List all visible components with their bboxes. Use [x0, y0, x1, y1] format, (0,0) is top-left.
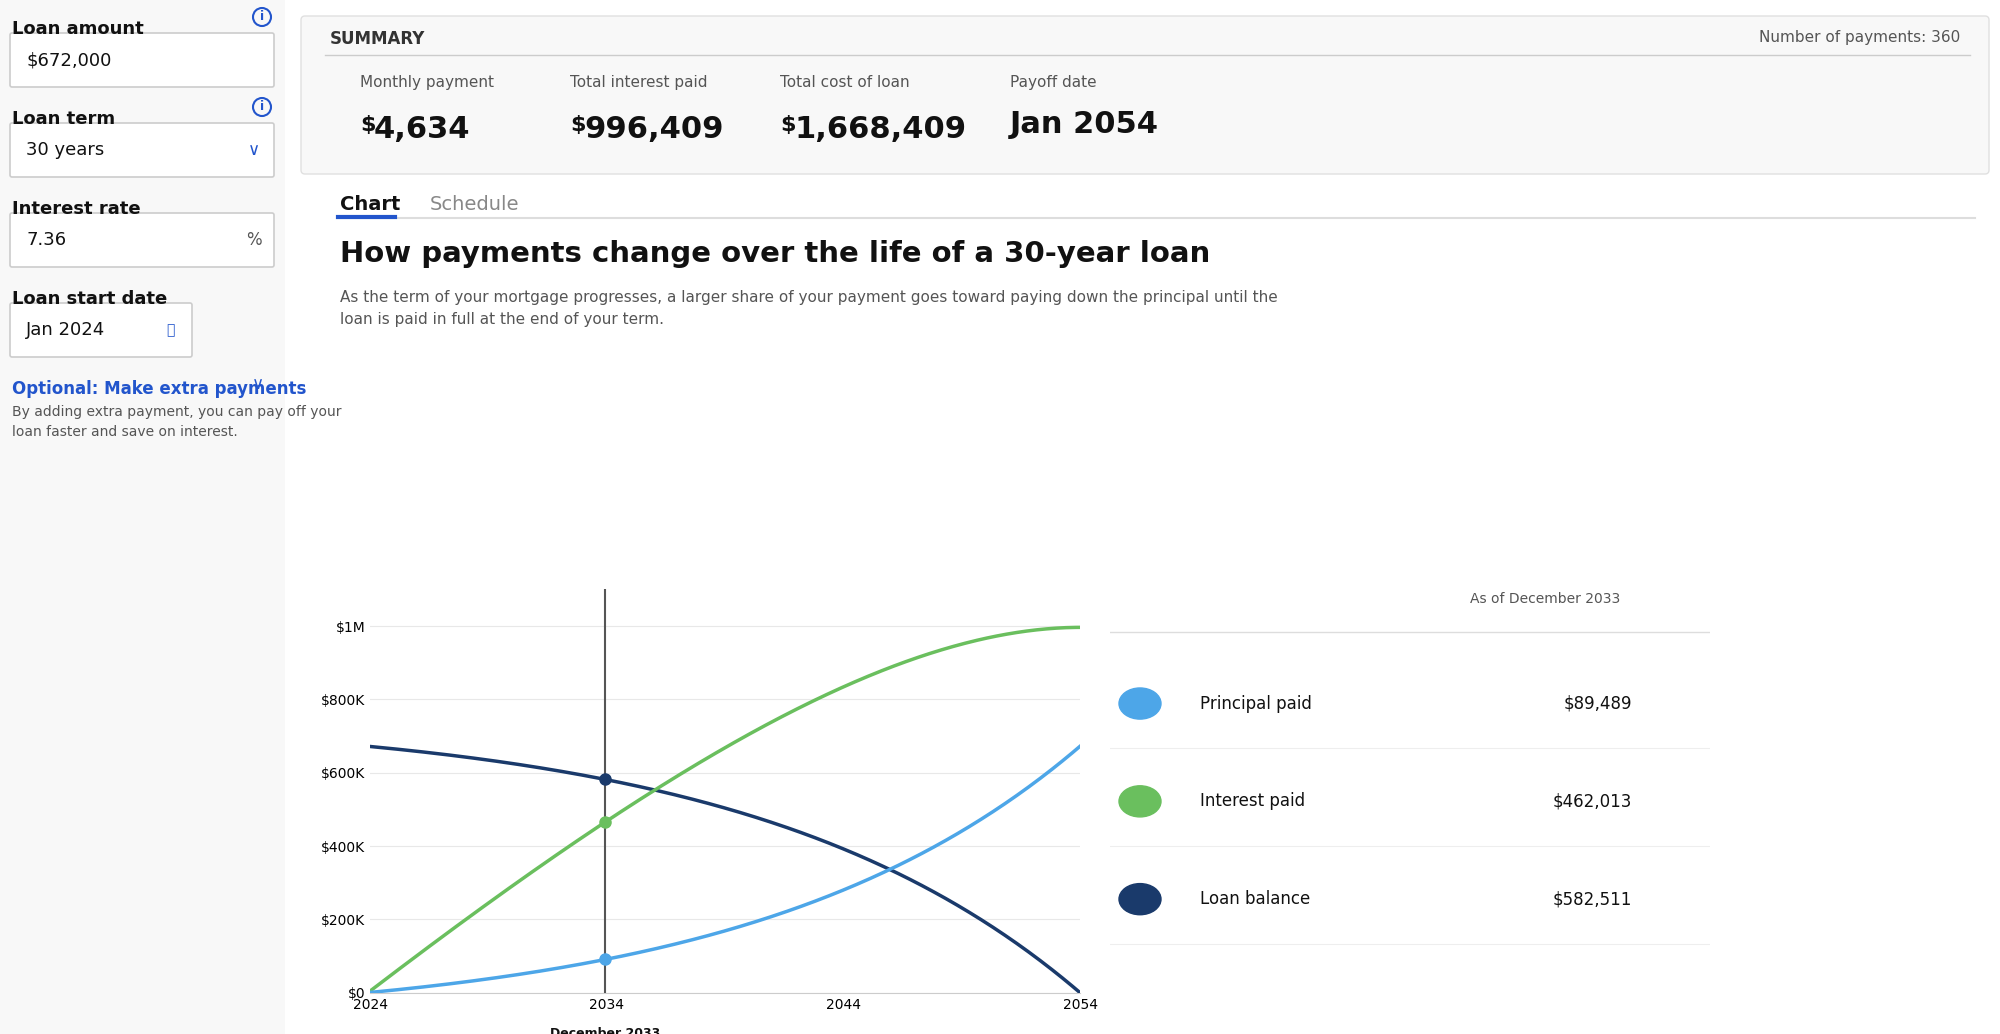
Text: Loan start date: Loan start date [12, 290, 168, 308]
Text: 1,668,409: 1,668,409 [794, 115, 966, 144]
Text: Interest paid: Interest paid [1200, 792, 1306, 811]
Text: $582,511: $582,511 [1552, 890, 1632, 908]
Text: 996,409: 996,409 [584, 115, 724, 144]
FancyBboxPatch shape [0, 0, 286, 1034]
Text: Number of payments: 360: Number of payments: 360 [1758, 30, 1960, 45]
Circle shape [1120, 688, 1160, 719]
Text: %: % [246, 231, 262, 249]
Text: Optional: Make extra payments: Optional: Make extra payments [12, 381, 306, 398]
Text: Interest rate: Interest rate [12, 200, 140, 218]
Circle shape [1120, 884, 1160, 915]
Text: $: $ [780, 115, 796, 135]
Text: Schedule: Schedule [430, 195, 520, 214]
Text: Jan 2024: Jan 2024 [26, 321, 106, 339]
Text: i: i [260, 100, 264, 114]
Text: $462,013: $462,013 [1552, 792, 1632, 811]
Text: i: i [260, 10, 264, 24]
Text: Total cost of loan: Total cost of loan [780, 75, 910, 90]
FancyBboxPatch shape [10, 123, 274, 177]
Text: Loan term: Loan term [12, 110, 116, 128]
FancyBboxPatch shape [10, 303, 192, 357]
Text: 7.36: 7.36 [26, 231, 66, 249]
Text: Chart: Chart [340, 195, 400, 214]
Text: 4,634: 4,634 [374, 115, 470, 144]
Text: $: $ [360, 115, 376, 135]
Text: ∨: ∨ [248, 141, 260, 159]
Text: As the term of your mortgage progresses, a larger share of your payment goes tow: As the term of your mortgage progresses,… [340, 290, 1278, 327]
Text: Payoff date: Payoff date [1010, 75, 1096, 90]
FancyBboxPatch shape [286, 0, 2000, 1034]
Text: SUMMARY: SUMMARY [330, 30, 426, 48]
Text: ∨: ∨ [252, 375, 264, 393]
Text: Loan amount: Loan amount [12, 20, 144, 38]
Text: By adding extra payment, you can pay off your
loan faster and save on interest.: By adding extra payment, you can pay off… [12, 405, 342, 438]
Text: Jan 2054: Jan 2054 [1010, 110, 1160, 139]
Text: $: $ [570, 115, 586, 135]
Text: As of December 2033: As of December 2033 [1470, 592, 1620, 606]
FancyBboxPatch shape [10, 33, 274, 87]
Text: Loan balance: Loan balance [1200, 890, 1310, 908]
Text: December 2033: December 2033 [550, 1028, 660, 1034]
Text: 30 years: 30 years [26, 141, 104, 159]
Text: Total interest paid: Total interest paid [570, 75, 708, 90]
Text: Monthly payment: Monthly payment [360, 75, 494, 90]
Text: 📅: 📅 [166, 323, 174, 337]
Text: $89,489: $89,489 [1564, 695, 1632, 712]
Circle shape [1120, 786, 1160, 817]
Text: $672,000: $672,000 [26, 51, 112, 69]
FancyBboxPatch shape [10, 213, 274, 267]
Text: How payments change over the life of a 30-year loan: How payments change over the life of a 3… [340, 240, 1210, 268]
Text: Principal paid: Principal paid [1200, 695, 1312, 712]
FancyBboxPatch shape [300, 16, 1988, 174]
